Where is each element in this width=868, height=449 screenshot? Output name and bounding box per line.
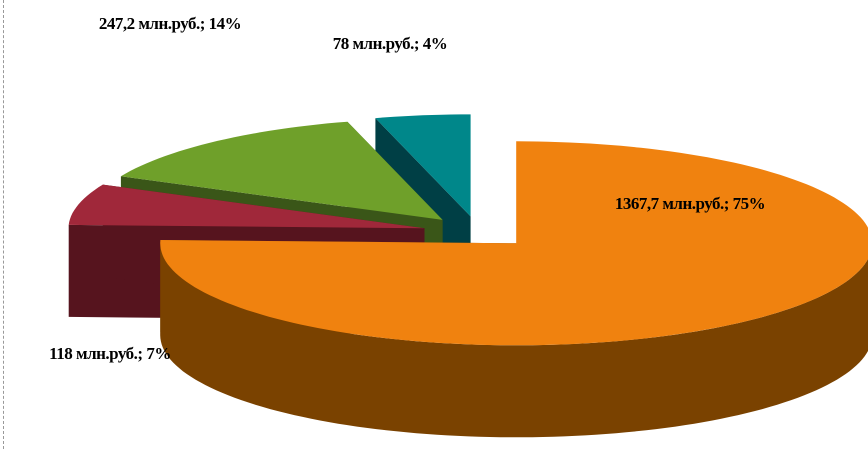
frame-border — [3, 0, 4, 449]
slice-top — [375, 114, 471, 217]
slice-wall — [160, 243, 868, 438]
slice-top — [120, 121, 443, 220]
pie-slice — [160, 141, 868, 438]
data-label: 78 млн.руб.; 4% — [332, 34, 448, 53]
data-label: 1367,7 млн.руб.; 75% — [614, 194, 766, 213]
data-label: 247,2 млн.руб.; 14% — [98, 14, 242, 33]
slice-top — [160, 141, 868, 346]
data-label: 118 млн.руб.; 7% — [49, 344, 171, 363]
slice-top — [68, 184, 425, 229]
